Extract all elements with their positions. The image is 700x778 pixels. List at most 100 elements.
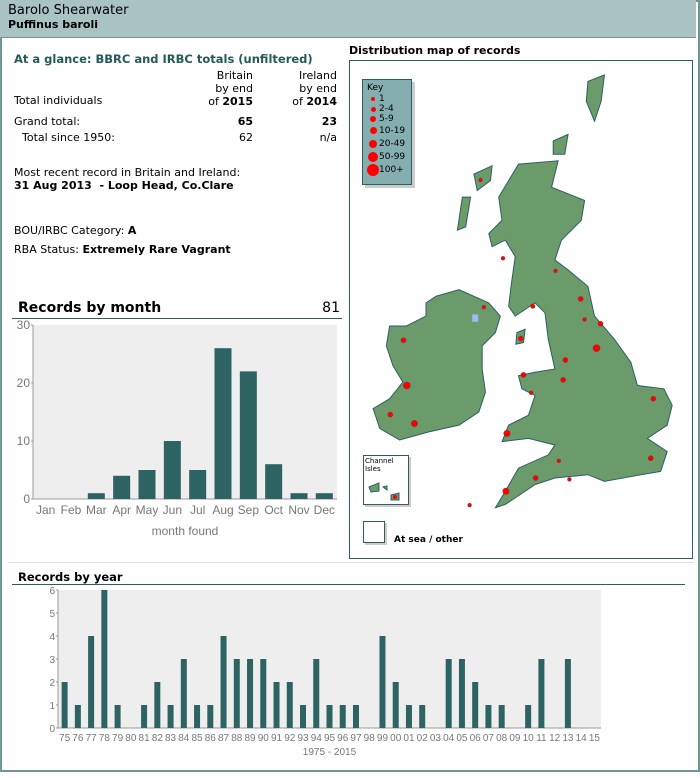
- record-dot: [532, 475, 539, 481]
- record-dot: [562, 357, 569, 363]
- bar-06: [472, 682, 479, 728]
- species-header: Barolo Shearwater Puffinus baroli: [0, 0, 696, 38]
- bar-78: [101, 590, 108, 728]
- record-dot: [467, 502, 472, 508]
- x-tick-label: Jul: [190, 503, 205, 517]
- record-dot: [387, 411, 394, 418]
- x-tick-label: 76: [72, 733, 84, 744]
- record-dot: [520, 372, 527, 378]
- x-tick-label: 05: [456, 733, 468, 744]
- y-tick-label: 0: [49, 724, 55, 735]
- bar-02: [419, 705, 426, 728]
- bar-Nov: [290, 493, 308, 499]
- bar-76: [74, 705, 81, 728]
- x-tick-label: 87: [218, 733, 230, 744]
- key-label: 2-4: [379, 104, 394, 114]
- key-label: 100+: [379, 164, 404, 175]
- ireland-by-end: by end: [299, 82, 337, 95]
- bar-87: [220, 636, 227, 728]
- x-tick-label: Dec: [314, 503, 335, 517]
- y-tick-label: 6: [49, 586, 55, 597]
- x-tick-label: 92: [284, 733, 296, 744]
- y-tick-label: 0: [23, 492, 30, 506]
- bar-95: [326, 705, 333, 728]
- bar-96: [339, 705, 346, 728]
- bar-79: [114, 705, 121, 728]
- key-item: 100+: [367, 163, 407, 176]
- x-tick-label: 81: [139, 733, 151, 744]
- x-tick-label: 99: [377, 733, 389, 744]
- record-dot: [478, 177, 483, 183]
- x-tick-label: 79: [112, 733, 124, 744]
- total-individuals-label: Total individuals: [14, 94, 103, 107]
- x-tick-label: 07: [483, 733, 495, 744]
- y-tick-label: 20: [17, 376, 31, 390]
- divider: [8, 562, 694, 563]
- key-label: 10-19: [379, 125, 406, 136]
- record-dot: [410, 420, 418, 427]
- record-dot: [582, 317, 587, 322]
- x-tick-label: 00: [390, 733, 402, 744]
- record-dot: [518, 335, 524, 342]
- key-item: 10-19: [367, 124, 407, 137]
- x-tick-label: 86: [205, 733, 217, 744]
- x-tick-label: 15: [589, 733, 601, 744]
- records-by-month-title: Records by month: [18, 300, 162, 316]
- bar-05: [458, 659, 465, 728]
- bar-Dec: [315, 493, 333, 499]
- x-tick-label: 78: [99, 733, 111, 744]
- x-tick-label: 93: [297, 733, 309, 744]
- x-tick-label: 14: [576, 733, 588, 744]
- bar-May: [138, 470, 156, 499]
- bar-Jun: [163, 441, 181, 499]
- x-tick-label: 08: [496, 733, 508, 744]
- record-dots: [387, 177, 657, 508]
- x-tick-label: Mar: [86, 503, 107, 517]
- x-tick-label: 94: [311, 733, 323, 744]
- bar-93: [300, 705, 307, 728]
- key-item: 2-4: [367, 104, 407, 114]
- key-item: 1: [367, 94, 407, 104]
- x-tick-label: 89: [244, 733, 256, 744]
- species-name: Barolo Shearwater: [8, 3, 129, 18]
- x-tick-label: 95: [324, 733, 336, 744]
- record-dot: [403, 381, 411, 390]
- x-tick-label: 97: [350, 733, 362, 744]
- bar-81: [141, 705, 148, 728]
- x-tick-label: May: [136, 503, 159, 517]
- x-tick-label: Aug: [212, 503, 233, 517]
- lough-neagh: [472, 314, 479, 322]
- map-title: Distribution map of records: [349, 44, 521, 57]
- ireland-column-header: Ireland by end of 2014: [280, 69, 337, 108]
- x-tick-label: 80: [125, 733, 137, 744]
- bar-97: [352, 705, 359, 728]
- bar-99: [379, 636, 386, 728]
- x-tick-label: 02: [417, 733, 429, 744]
- record-dot: [560, 377, 566, 383]
- bar-Apr: [113, 475, 131, 499]
- grand-total-ireland: 23: [321, 115, 337, 128]
- key-title: Key: [367, 83, 384, 93]
- since-1950-britain: 62: [239, 131, 253, 144]
- bar-84: [180, 659, 187, 728]
- record-dot-icon: [369, 127, 377, 134]
- x-tick-label: 83: [165, 733, 177, 744]
- record-dot: [577, 296, 584, 302]
- records-by-month-total: 81: [322, 300, 340, 316]
- x-tick-label: 03: [430, 733, 442, 744]
- glance-title: At a glance: BBRC and IRBC totals (unfil…: [14, 52, 313, 66]
- recent-record-value: 31 Aug 2013 - Loop Head, Co.Clare: [14, 179, 234, 192]
- bar-Aug: [214, 348, 232, 499]
- bar-82: [154, 682, 161, 728]
- record-dot: [528, 390, 534, 395]
- bar-00: [392, 682, 399, 728]
- record-dot: [567, 477, 572, 482]
- bar-75: [61, 682, 68, 728]
- y-tick-label: 10: [17, 434, 31, 448]
- record-dot-icon: [368, 151, 378, 162]
- y-tick-label: 3: [49, 655, 55, 666]
- x-tick-label: 04: [443, 733, 455, 744]
- record-dot: [647, 455, 654, 462]
- shetland-island: [552, 74, 606, 155]
- x-tick-label: 06: [470, 733, 482, 744]
